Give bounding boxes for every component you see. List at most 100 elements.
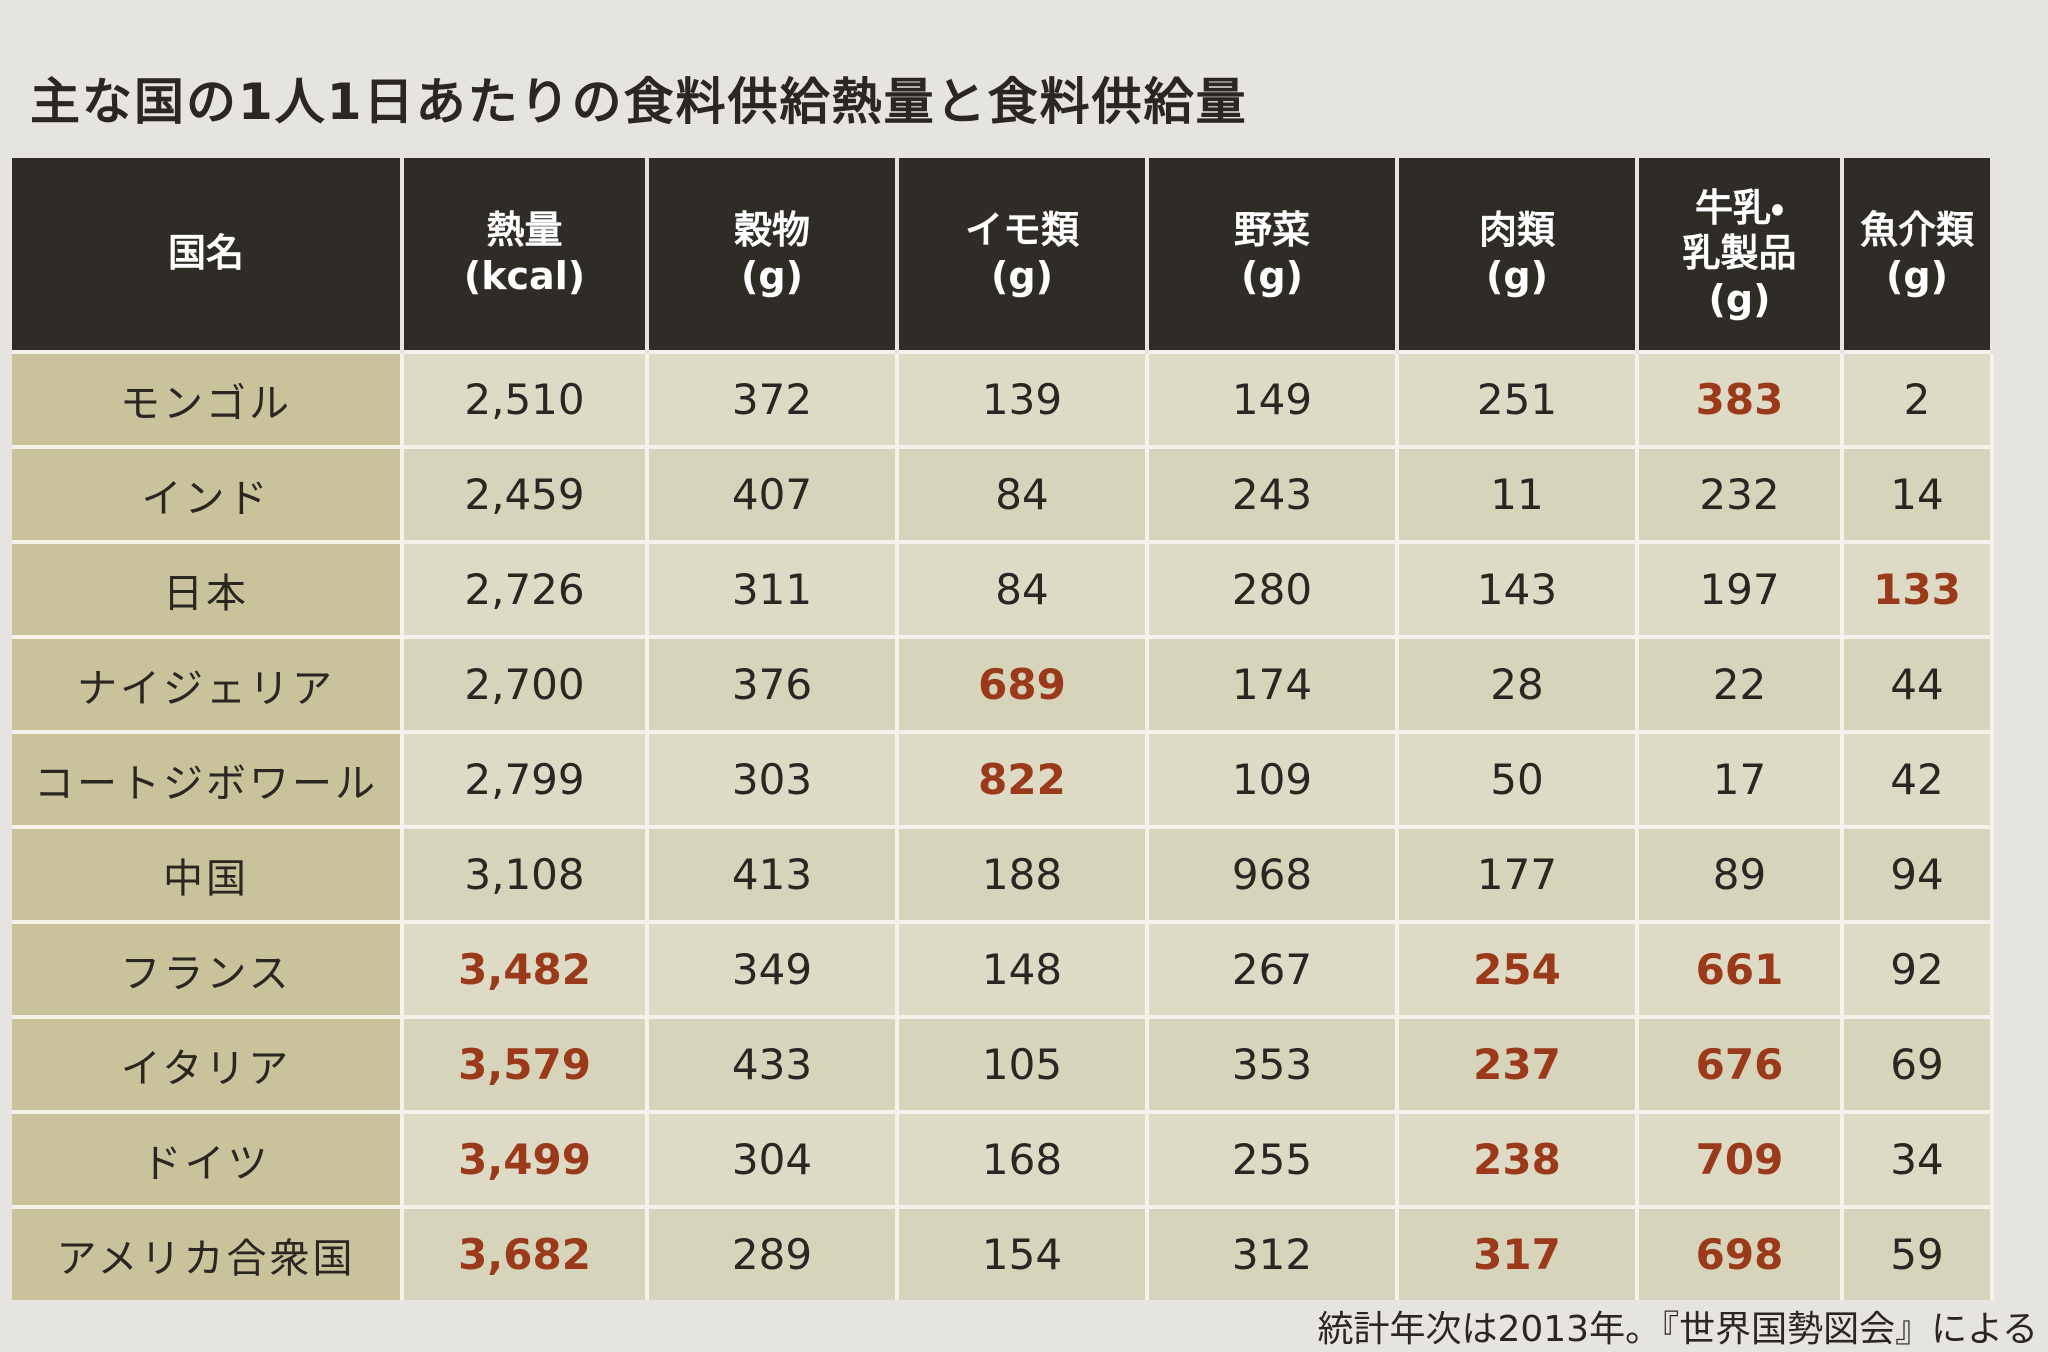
cell-value: 154: [897, 1205, 1149, 1300]
column-header: イモ類 (g): [897, 158, 1149, 352]
cell-value: 174: [1147, 635, 1399, 732]
cell-value: 105: [897, 1015, 1149, 1112]
cell-value: 28: [1397, 635, 1639, 732]
source-note: 統計年次は2013年。『世界国勢図会』による: [1317, 1309, 2038, 1350]
cell-value: 676: [1637, 1015, 1844, 1112]
cell-value: 280: [1147, 540, 1399, 637]
cell-value: 311: [647, 540, 899, 637]
cell-value: 267: [1147, 920, 1399, 1017]
column-header: 肉類 (g): [1397, 158, 1639, 352]
cell-value: 143: [1397, 540, 1639, 637]
table-body: モンゴル 2,510 372 139 149 251 383 2 インド 2,459 407 84 24…: [12, 350, 1994, 1300]
country-name: 中国: [12, 825, 404, 922]
cell-value: 3,108: [402, 825, 649, 922]
cell-value: 289: [647, 1205, 899, 1300]
cell-value: 349: [647, 920, 899, 1017]
cell-value: 84: [897, 540, 1149, 637]
table-row: コートジボワール 2,799 303 822 109 50 17 42: [12, 730, 1994, 827]
table-row: 中国 3,108 413 188 968 177 89 94: [12, 825, 1994, 922]
cell-value: 413: [647, 825, 899, 922]
cell-value: 133: [1842, 540, 1994, 637]
cell-value: 109: [1147, 730, 1399, 827]
country-name: モンゴル: [12, 350, 404, 447]
cell-value: 317: [1397, 1205, 1639, 1300]
country-name: インド: [12, 445, 404, 542]
cell-value: 2,799: [402, 730, 649, 827]
cell-value: 822: [897, 730, 1149, 827]
cell-value: 433: [647, 1015, 899, 1112]
cell-value: 2,726: [402, 540, 649, 637]
table-row: ナイジェリア 2,700 376 689 174 28 22 44: [12, 635, 1994, 732]
table-row: 日本 2,726 311 84 280 143 197 133: [12, 540, 1994, 637]
table-row: ドイツ 3,499 304 168 255 238 709 34: [12, 1110, 1994, 1207]
table-row: インド 2,459 407 84 243 11 232 14: [12, 445, 1994, 542]
title: 主な国の1人1日あたりの食料供給熱量と食料供給量: [30, 73, 1248, 131]
column-header: 魚介類 (g): [1842, 158, 1994, 352]
table-row: アメリカ合衆国 3,682 289 154 312 317 698 59: [12, 1205, 1994, 1300]
country-name: ナイジェリア: [12, 635, 404, 732]
cell-value: 303: [647, 730, 899, 827]
cell-value: 698: [1637, 1205, 1844, 1300]
cell-value: 197: [1637, 540, 1844, 637]
cell-value: 353: [1147, 1015, 1399, 1112]
country-name: フランス: [12, 920, 404, 1017]
cell-value: 59: [1842, 1205, 1994, 1300]
cell-value: 2,459: [402, 445, 649, 542]
cell-value: 44: [1842, 635, 1994, 732]
cell-value: 22: [1637, 635, 1844, 732]
cell-value: 661: [1637, 920, 1844, 1017]
cell-value: 2,510: [402, 350, 649, 447]
cell-value: 84: [897, 445, 1149, 542]
cell-value: 312: [1147, 1205, 1399, 1300]
cell-value: 50: [1397, 730, 1639, 827]
cell-value: 407: [647, 445, 899, 542]
cell-value: 251: [1397, 350, 1639, 447]
country-name: ドイツ: [12, 1110, 404, 1207]
cell-value: 968: [1147, 825, 1399, 922]
cell-value: 148: [897, 920, 1149, 1017]
country-name: コートジボワール: [12, 730, 404, 827]
cell-value: 304: [647, 1110, 899, 1207]
cell-value: 3,499: [402, 1110, 649, 1207]
cell-value: 42: [1842, 730, 1994, 827]
cell-value: 177: [1397, 825, 1639, 922]
cell-value: 92: [1842, 920, 1994, 1017]
column-header: 牛乳・ 乳製品 (g): [1637, 158, 1844, 352]
cell-value: 372: [647, 350, 899, 447]
cell-value: 3,482: [402, 920, 649, 1017]
cell-value: 3,682: [402, 1205, 649, 1300]
cell-value: 2,700: [402, 635, 649, 732]
country-name: アメリカ合衆国: [12, 1205, 404, 1300]
cell-value: 255: [1147, 1110, 1399, 1207]
cell-value: 11: [1397, 445, 1639, 542]
cell-value: 34: [1842, 1110, 1994, 1207]
cell-value: 139: [897, 350, 1149, 447]
cell-value: 376: [647, 635, 899, 732]
cell-value: 168: [897, 1110, 1149, 1207]
column-header: 野菜 (g): [1147, 158, 1399, 352]
cell-value: 689: [897, 635, 1149, 732]
table-row: イタリア 3,579 433 105 353 237 676 69: [12, 1015, 1994, 1112]
country-name: イタリア: [12, 1015, 404, 1112]
cell-value: 3,579: [402, 1015, 649, 1112]
cell-value: 89: [1637, 825, 1844, 922]
cell-value: 238: [1397, 1110, 1639, 1207]
column-header: 国名: [12, 158, 404, 352]
cell-value: 17: [1637, 730, 1844, 827]
cell-value: 383: [1637, 350, 1844, 447]
cell-value: 254: [1397, 920, 1639, 1017]
table-row: フランス 3,482 349 148 267 254 661 92: [12, 920, 1994, 1017]
country-name: 日本: [12, 540, 404, 637]
cell-value: 232: [1637, 445, 1844, 542]
cell-value: 69: [1842, 1015, 1994, 1112]
cell-value: 2: [1842, 350, 1994, 447]
data-table: 国名 熱量 (kcal) 穀物 (g) イモ類 (g) 野菜 (g) 肉類 (g) 牛乳・ …: [12, 158, 1994, 1300]
table-row: モンゴル 2,510 372 139 149 251 383 2: [12, 350, 1994, 447]
column-header: 穀物 (g): [647, 158, 899, 352]
cell-value: 237: [1397, 1015, 1639, 1112]
cell-value: 14: [1842, 445, 1994, 542]
cell-value: 94: [1842, 825, 1994, 922]
header-row: 国名 熱量 (kcal) 穀物 (g) イモ類 (g) 野菜 (g) 肉類 (g) 牛乳・ …: [12, 158, 1994, 352]
cell-value: 188: [897, 825, 1149, 922]
